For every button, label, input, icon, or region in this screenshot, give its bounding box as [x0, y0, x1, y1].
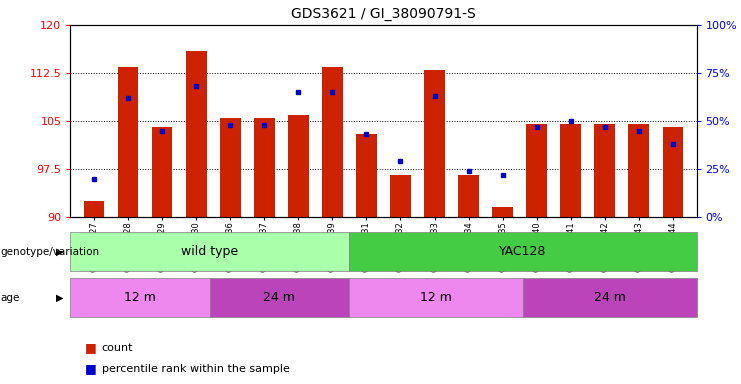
Bar [220, 118, 241, 217]
Bar [391, 175, 411, 217]
Bar [84, 201, 104, 217]
Bar [662, 127, 683, 217]
Bar [425, 70, 445, 217]
Bar [356, 134, 376, 217]
Text: ■: ■ [85, 362, 97, 375]
Bar [70, 232, 349, 271]
Bar [186, 51, 207, 217]
Bar [210, 278, 349, 317]
Bar [560, 124, 581, 217]
Text: ■: ■ [85, 341, 97, 354]
Bar [522, 278, 697, 317]
Text: YAC128: YAC128 [499, 245, 546, 258]
Bar [288, 114, 308, 217]
Text: 24 m: 24 m [263, 291, 295, 304]
Text: ▶: ▶ [56, 293, 63, 303]
Text: wild type: wild type [181, 245, 238, 258]
Bar [254, 118, 275, 217]
Bar [152, 127, 173, 217]
Bar [349, 232, 697, 271]
Text: count: count [102, 343, 133, 353]
Bar [322, 66, 342, 217]
Title: GDS3621 / GI_38090791-S: GDS3621 / GI_38090791-S [291, 7, 476, 21]
Bar [118, 66, 139, 217]
Text: genotype/variation: genotype/variation [1, 247, 100, 257]
Text: 12 m: 12 m [419, 291, 451, 304]
Bar [349, 278, 522, 317]
Text: 24 m: 24 m [594, 291, 625, 304]
Bar [492, 207, 513, 217]
Bar [526, 124, 547, 217]
Bar [628, 124, 649, 217]
Text: ▶: ▶ [56, 247, 63, 257]
Bar [70, 278, 210, 317]
Text: 12 m: 12 m [124, 291, 156, 304]
Text: percentile rank within the sample: percentile rank within the sample [102, 364, 290, 374]
Text: age: age [1, 293, 20, 303]
Bar [459, 175, 479, 217]
Bar [594, 124, 615, 217]
